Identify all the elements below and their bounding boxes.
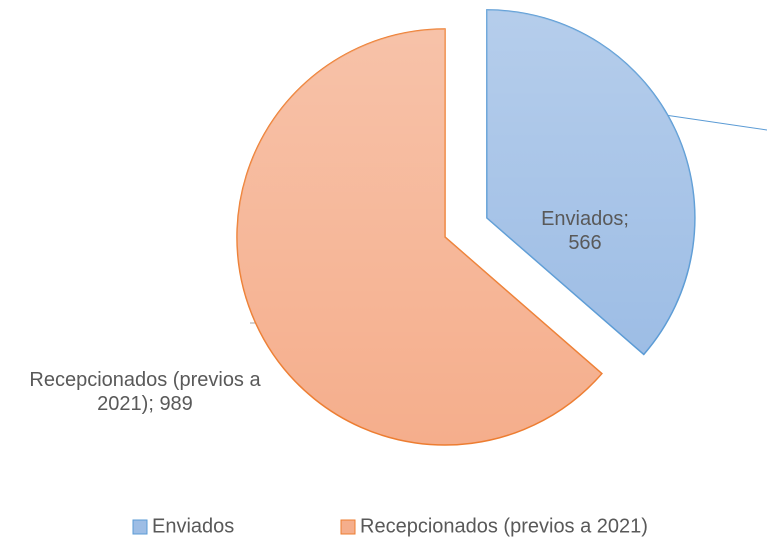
data-label: Recepcionados (previos a 2021); 989	[29, 369, 261, 415]
leader-line	[664, 114, 767, 131]
legend-swatch	[340, 519, 356, 535]
slice-shade	[237, 29, 602, 445]
legend-label: Recepcionados (previos a 2021)	[360, 515, 648, 537]
legend-label: Enviados	[152, 515, 234, 537]
slice-shade	[486, 9, 695, 355]
data-label: Enviados; 566	[541, 208, 629, 254]
legend-swatch	[132, 519, 148, 535]
